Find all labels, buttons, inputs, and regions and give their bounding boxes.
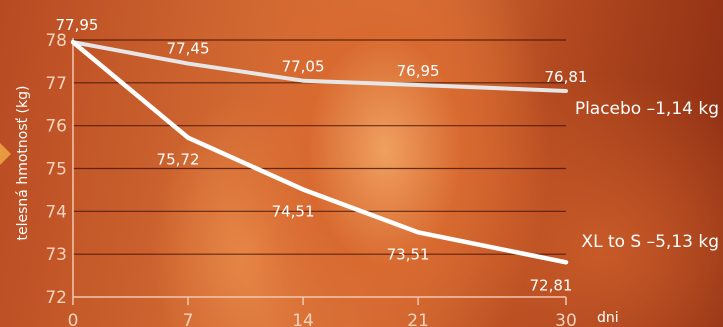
y-tick-label: 74 (45, 202, 67, 222)
data-label: 76,81 (545, 68, 588, 86)
y-tick-label: 75 (45, 160, 67, 180)
left-edge-arrow (0, 143, 11, 165)
data-label: 75,72 (157, 151, 200, 169)
data-label: 77,95 (56, 16, 99, 34)
data-label: 74,51 (272, 202, 315, 220)
x-tick-label: 21 (407, 311, 429, 327)
data-label: 76,95 (397, 62, 440, 80)
series-name-label: Placebo –1,14 kg (575, 99, 719, 119)
y-tick-label: 78 (45, 31, 67, 51)
data-label: 77,45 (167, 40, 210, 58)
x-tick-label: 14 (292, 311, 314, 327)
x-axis-label: dni (597, 310, 619, 326)
data-label: 77,05 (282, 58, 325, 76)
y-tick-label: 72 (45, 288, 67, 308)
series-lines (70, 39, 569, 265)
axes: 72 73 74 75 76 77 78 0 7 14 21 30 (45, 31, 576, 327)
y-tick-label: 77 (45, 74, 67, 94)
x-tick-label: 0 (68, 311, 79, 327)
series-line-1 (71, 40, 568, 93)
y-tick-label: 76 (45, 117, 67, 137)
y-tick-label: 73 (45, 245, 67, 265)
x-tick-label: 7 (183, 311, 194, 327)
data-label: 72,81 (530, 276, 573, 294)
x-tick-label: 30 (555, 311, 577, 327)
series-line-2 (70, 39, 569, 265)
y-axis-label: telesná hmotnosť (kg) (15, 86, 31, 241)
data-labels: 77,95 77,45 77,05 76,95 76,81 75,72 74,51 73,51… (56, 16, 719, 294)
series-name-label: XL to S –5,13 kg (581, 232, 719, 252)
data-label: 73,51 (387, 245, 430, 263)
